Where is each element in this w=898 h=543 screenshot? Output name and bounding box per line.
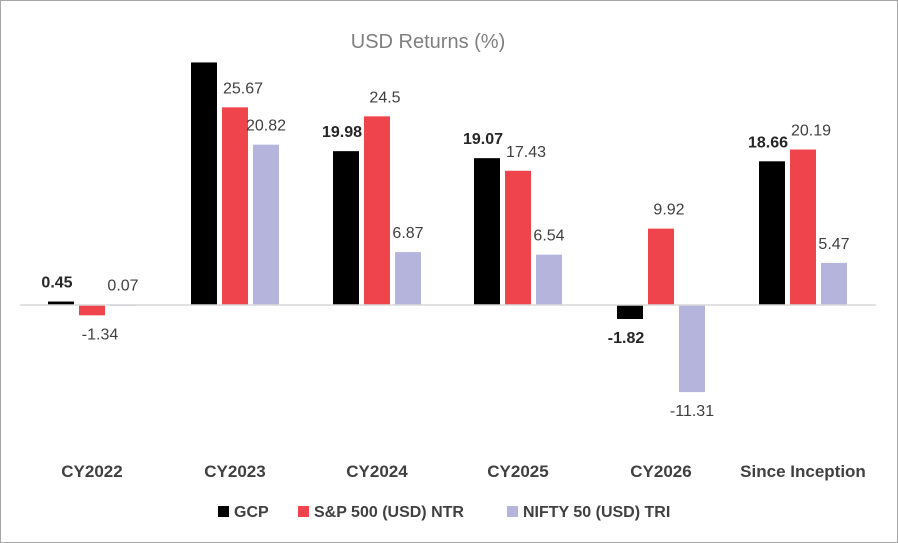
data-label-nifty-50-usd-tri-cy2025: 6.54 [533, 228, 564, 245]
data-label-nifty-50-usd-tri-cy2026: -11.31 [670, 403, 714, 420]
category-label-cy2023: CY2023 [204, 462, 265, 481]
bar-nifty-50-usd-tri-cy2023 [253, 144, 279, 305]
data-label-s-p-500-usd-ntr-cy2023: 25.67 [223, 80, 263, 97]
category-labels-group: CY2022 CY2023 CY2024 CY2025 CY2026 Since Ince… [61, 462, 866, 481]
legend: GCP S&P 500 (USD) NTR NIFTY 50 (USD) TRI [218, 504, 670, 521]
data-label-gcp-cy2025: 19.07 [463, 131, 503, 148]
category-label-since-inception: Since Inception [740, 462, 866, 481]
bar-s-p-500-usd-ntr-cy2023 [222, 107, 248, 305]
data-label-gcp-cy2022: 0.45 [41, 275, 72, 292]
data-label-s-p-500-usd-ntr-cy2022: -1.34 [82, 326, 119, 343]
bar-nifty-50-usd-tri-cy2024 [395, 252, 421, 305]
bars-group [48, 62, 847, 393]
bar-gcp-cy2023 [191, 62, 217, 306]
category-label-cy2022: CY2022 [61, 462, 122, 481]
legend-swatch-gcp [218, 506, 229, 517]
bar-nifty-50-usd-tri-cy2025 [536, 254, 562, 305]
legend-label-nifty-50-usd-tri: NIFTY 50 (USD) TRI [523, 504, 670, 521]
bar-gcp-cy2025 [474, 158, 500, 305]
legend-swatch-s-p-500-usd-ntr [298, 506, 309, 517]
bar-nifty-50-usd-tri-since-inception [821, 262, 847, 305]
data-label-gcp-cy2024: 19.98 [322, 124, 362, 141]
bar-gcp-cy2022 [48, 301, 74, 305]
category-label-cy2026: CY2026 [630, 462, 691, 481]
data-label-s-p-500-usd-ntr-cy2024: 24.5 [369, 89, 400, 106]
bar-s-p-500-usd-ntr-cy2025 [505, 170, 531, 305]
legend-swatch-nifty-50-usd-tri [507, 506, 518, 517]
data-label-nifty-50-usd-tri-cy2024: 6.87 [392, 225, 423, 242]
bar-s-p-500-usd-ntr-cy2022 [79, 305, 105, 316]
data-label-nifty-50-usd-tri-cy2023: 20.82 [246, 118, 286, 135]
data-label-s-p-500-usd-ntr-cy2025: 17.43 [506, 144, 546, 161]
chart-title: USD Returns (%) [351, 31, 505, 53]
data-label-gcp-cy2026: -1.82 [608, 330, 645, 347]
bar-gcp-since-inception [759, 161, 785, 305]
bar-s-p-500-usd-ntr-cy2026 [648, 228, 674, 305]
data-label-gcp-since-inception: 18.66 [748, 134, 788, 151]
legend-label-s-p-500-usd-ntr: S&P 500 (USD) NTR [314, 504, 464, 521]
data-label-s-p-500-usd-ntr-since-inception: 20.19 [791, 123, 831, 140]
legend-label-gcp: GCP [234, 504, 269, 521]
bar-s-p-500-usd-ntr-cy2024 [364, 116, 390, 305]
category-label-cy2025: CY2025 [487, 462, 548, 481]
bar-gcp-cy2024 [333, 151, 359, 305]
data-labels-group: 0.45 19.98 19.07 -1.82 18.66 -1.34 25.67 24.5 17… [41, 80, 849, 420]
data-label-nifty-50-usd-tri-cy2022: 0.07 [107, 277, 138, 294]
data-label-nifty-50-usd-tri-since-inception: 5.47 [818, 236, 849, 253]
bar-nifty-50-usd-tri-cy2026 [679, 305, 705, 393]
category-label-cy2024: CY2024 [346, 462, 408, 481]
bar-s-p-500-usd-ntr-since-inception [790, 149, 816, 305]
data-label-s-p-500-usd-ntr-cy2026: 9.92 [653, 202, 684, 219]
bar-gcp-cy2026 [617, 305, 643, 320]
